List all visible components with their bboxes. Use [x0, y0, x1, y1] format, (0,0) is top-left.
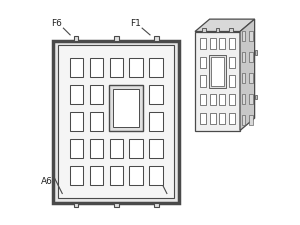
Bar: [70, 85, 83, 104]
Bar: [110, 139, 123, 158]
Bar: [200, 75, 206, 87]
Bar: [229, 75, 235, 87]
Bar: [242, 52, 245, 62]
Bar: [149, 112, 163, 131]
Bar: [255, 95, 257, 99]
Bar: [229, 94, 235, 105]
Bar: [114, 36, 118, 40]
Bar: [90, 166, 103, 185]
Bar: [242, 73, 245, 83]
Bar: [129, 166, 143, 185]
Bar: [114, 202, 118, 207]
Bar: [149, 139, 163, 158]
Bar: [129, 58, 143, 77]
Bar: [249, 52, 253, 62]
Bar: [149, 85, 163, 104]
Bar: [249, 73, 253, 83]
Bar: [249, 115, 253, 125]
Bar: [149, 58, 163, 77]
Bar: [113, 89, 139, 127]
Bar: [90, 58, 103, 77]
Bar: [249, 31, 253, 41]
Bar: [154, 202, 159, 207]
Bar: [90, 85, 103, 104]
Bar: [58, 45, 174, 198]
Bar: [210, 112, 216, 124]
Text: F6: F6: [51, 19, 62, 28]
Bar: [109, 85, 143, 131]
Bar: [229, 57, 235, 68]
Text: A6: A6: [40, 177, 52, 186]
Bar: [70, 139, 83, 158]
Bar: [110, 166, 123, 185]
Text: F1: F1: [130, 19, 141, 28]
Bar: [202, 28, 206, 32]
Bar: [219, 112, 225, 124]
Bar: [154, 36, 159, 40]
Bar: [200, 94, 206, 105]
Bar: [242, 115, 245, 125]
Bar: [53, 40, 179, 202]
Bar: [74, 202, 78, 207]
Bar: [210, 38, 216, 50]
Text: A1: A1: [148, 179, 160, 188]
Bar: [230, 28, 232, 32]
Bar: [242, 31, 245, 41]
Bar: [219, 94, 225, 105]
Bar: [149, 166, 163, 185]
Bar: [70, 112, 83, 131]
Bar: [229, 38, 235, 50]
Bar: [129, 139, 143, 158]
Bar: [110, 58, 123, 77]
Bar: [211, 57, 224, 86]
Bar: [210, 94, 216, 105]
Polygon shape: [195, 19, 255, 32]
Bar: [200, 38, 206, 50]
Bar: [219, 38, 225, 50]
Bar: [70, 166, 83, 185]
Bar: [200, 57, 206, 68]
Bar: [70, 58, 83, 77]
Bar: [249, 94, 253, 104]
Bar: [255, 50, 257, 55]
Bar: [242, 94, 245, 104]
Bar: [195, 32, 240, 130]
Polygon shape: [240, 19, 255, 130]
Bar: [90, 139, 103, 158]
Bar: [90, 112, 103, 131]
Bar: [229, 112, 235, 124]
Bar: [74, 36, 78, 40]
Bar: [216, 28, 219, 32]
Bar: [200, 112, 206, 124]
Bar: [209, 55, 226, 88]
